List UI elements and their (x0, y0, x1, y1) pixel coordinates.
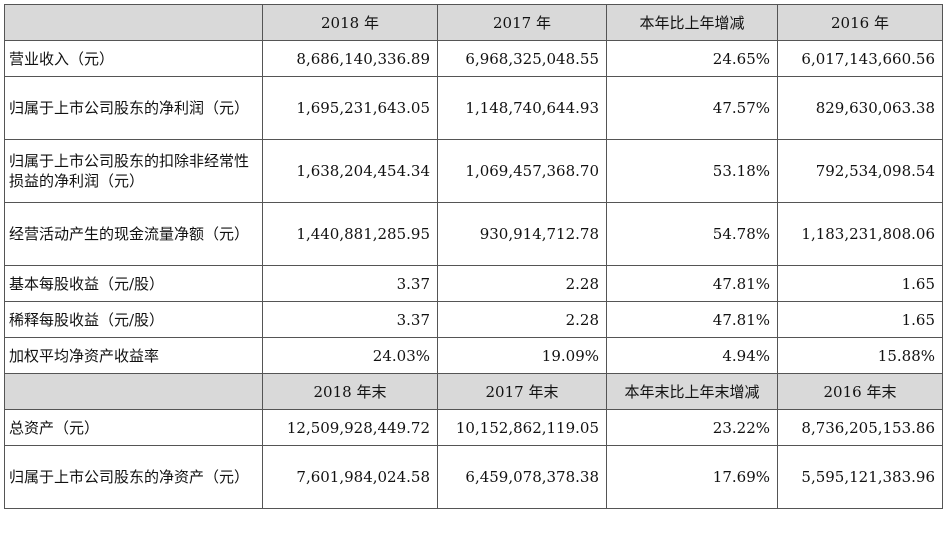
header-year-end-change: 本年末比上年末增减 (606, 373, 778, 410)
value-2018: 3.37 (262, 301, 438, 338)
value-2018: 12,509,928,449.72 (262, 409, 438, 446)
table-row: 营业收入（元） 8,686,140,336.89 6,968,325,048.55 2… (4, 40, 943, 77)
value-change: 4.94% (606, 337, 778, 374)
value-2017: 6,968,325,048.55 (437, 40, 607, 77)
table-row: 归属于上市公司股东的净利润（元） 1,695,231,643.05 1,148,74… (4, 76, 943, 140)
value-2018: 3.37 (262, 265, 438, 302)
table-row: 经营活动产生的现金流量净额（元） 1,440,881,285.95 930,914,… (4, 202, 943, 266)
row-label: 经营活动产生的现金流量净额（元） (4, 202, 263, 266)
row-label: 归属于上市公司股东的净资产（元） (4, 445, 263, 509)
value-2017: 19.09% (437, 337, 607, 374)
header-2016: 2016 年 (777, 4, 943, 41)
header-2017-end: 2017 年末 (437, 373, 607, 410)
header-row-annual: 2018 年 2017 年 本年比上年增减 2016 年 (4, 4, 943, 41)
value-2017: 10,152,862,119.05 (437, 409, 607, 446)
table-row: 归属于上市公司股东的扣除非经常性损益的净利润（元） 1,638,204,454.3… (4, 139, 943, 203)
header-2018: 2018 年 (262, 4, 438, 41)
row-label: 归属于上市公司股东的扣除非经常性损益的净利润（元） (4, 139, 263, 203)
value-2017: 6,459,078,378.38 (437, 445, 607, 509)
value-2017: 2.28 (437, 265, 607, 302)
value-2018: 1,695,231,643.05 (262, 76, 438, 140)
row-label: 总资产（元） (4, 409, 263, 446)
value-2016: 792,534,098.54 (777, 139, 943, 203)
header-2018-end: 2018 年末 (262, 373, 438, 410)
value-change: 54.78% (606, 202, 778, 266)
header-2016-end: 2016 年末 (777, 373, 943, 410)
value-2016: 8,736,205,153.86 (777, 409, 943, 446)
value-2018: 24.03% (262, 337, 438, 374)
row-label: 基本每股收益（元/股） (4, 265, 263, 302)
value-2017: 1,148,740,644.93 (437, 76, 607, 140)
value-2016: 1.65 (777, 265, 943, 302)
value-2016: 6,017,143,660.56 (777, 40, 943, 77)
table-row: 加权平均净资产收益率 24.03% 19.09% 4.94% 15.88% (4, 337, 943, 374)
value-change: 23.22% (606, 409, 778, 446)
header-2017: 2017 年 (437, 4, 607, 41)
value-2018: 8,686,140,336.89 (262, 40, 438, 77)
row-label: 营业收入（元） (4, 40, 263, 77)
value-2017: 930,914,712.78 (437, 202, 607, 266)
row-label: 归属于上市公司股东的净利润（元） (4, 76, 263, 140)
table-row: 基本每股收益（元/股） 3.37 2.28 47.81% 1.65 (4, 265, 943, 302)
value-change: 17.69% (606, 445, 778, 509)
value-2017: 1,069,457,368.70 (437, 139, 607, 203)
value-2018: 1,440,881,285.95 (262, 202, 438, 266)
header-corner-cell (4, 4, 263, 41)
value-change: 53.18% (606, 139, 778, 203)
value-change: 24.65% (606, 40, 778, 77)
value-2018: 7,601,984,024.58 (262, 445, 438, 509)
section-corner-cell (4, 373, 263, 410)
table-row: 归属于上市公司股东的净资产（元） 7,601,984,024.58 6,459,07… (4, 445, 943, 509)
table-row: 总资产（元） 12,509,928,449.72 10,152,862,119.05… (4, 409, 943, 446)
value-2016: 1,183,231,808.06 (777, 202, 943, 266)
row-label: 加权平均净资产收益率 (4, 337, 263, 374)
value-2018: 1,638,204,454.34 (262, 139, 438, 203)
value-change: 47.81% (606, 301, 778, 338)
header-row-year-end: 2018 年末 2017 年末 本年末比上年末增减 2016 年末 (4, 373, 943, 410)
value-change: 47.57% (606, 76, 778, 140)
financial-summary-table: 2018 年 2017 年 本年比上年增减 2016 年 营业收入（元） 8,68… (4, 4, 943, 509)
value-2016: 1.65 (777, 301, 943, 338)
value-2016: 15.88% (777, 337, 943, 374)
row-label: 稀释每股收益（元/股） (4, 301, 263, 338)
value-change: 47.81% (606, 265, 778, 302)
value-2016: 5,595,121,383.96 (777, 445, 943, 509)
value-2017: 2.28 (437, 301, 607, 338)
value-2016: 829,630,063.38 (777, 76, 943, 140)
table-row: 稀释每股收益（元/股） 3.37 2.28 47.81% 1.65 (4, 301, 943, 338)
header-yoy-change: 本年比上年增减 (606, 4, 778, 41)
